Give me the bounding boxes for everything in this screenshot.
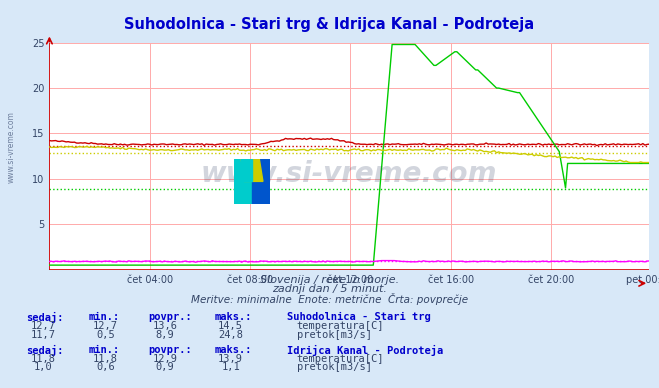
Polygon shape (238, 159, 252, 182)
Text: 0,9: 0,9 (156, 362, 174, 372)
Text: 14,5: 14,5 (218, 321, 243, 331)
Text: 12,7: 12,7 (30, 321, 55, 331)
Text: Suhodolnica - Stari trg & Idrijca Kanal - Podroteja: Suhodolnica - Stari trg & Idrijca Kanal … (125, 17, 534, 32)
Text: povpr.:: povpr.: (148, 312, 192, 322)
Text: 13,9: 13,9 (218, 354, 243, 364)
Text: povpr.:: povpr.: (148, 345, 192, 355)
Text: zadnji dan / 5 minut.: zadnji dan / 5 minut. (272, 284, 387, 294)
Text: temperatura[C]: temperatura[C] (297, 354, 384, 364)
Text: maks.:: maks.: (214, 345, 252, 355)
Text: min.:: min.: (89, 345, 120, 355)
Polygon shape (252, 159, 270, 204)
Text: pretok[m3/s]: pretok[m3/s] (297, 330, 372, 340)
Text: 0,5: 0,5 (96, 330, 115, 340)
Text: 24,8: 24,8 (218, 330, 243, 340)
Text: temperatura[C]: temperatura[C] (297, 321, 384, 331)
Text: 11,7: 11,7 (30, 330, 55, 340)
Text: 8,9: 8,9 (156, 330, 174, 340)
Text: Suhodolnica - Stari trg: Suhodolnica - Stari trg (287, 312, 430, 322)
Text: 13,6: 13,6 (152, 321, 177, 331)
Text: 11,8: 11,8 (93, 354, 118, 364)
Text: pretok[m3/s]: pretok[m3/s] (297, 362, 372, 372)
Text: 1,1: 1,1 (221, 362, 240, 372)
Text: 12,7: 12,7 (93, 321, 118, 331)
Text: Meritve: minimalne  Enote: metrične  Črta: povprečje: Meritve: minimalne Enote: metrične Črta:… (191, 293, 468, 305)
Text: 1,0: 1,0 (34, 362, 52, 372)
Text: sedaj:: sedaj: (26, 345, 64, 355)
Text: Slovenija / reke in morje.: Slovenija / reke in morje. (260, 275, 399, 286)
Text: min.:: min.: (89, 312, 120, 322)
Text: sedaj:: sedaj: (26, 312, 64, 323)
Text: 12,9: 12,9 (152, 354, 177, 364)
Text: www.si-vreme.com: www.si-vreme.com (7, 111, 16, 184)
Polygon shape (241, 159, 263, 182)
Text: www.si-vreme.com: www.si-vreme.com (201, 160, 498, 188)
Text: Idrijca Kanal - Podroteja: Idrijca Kanal - Podroteja (287, 345, 443, 355)
Text: maks.:: maks.: (214, 312, 252, 322)
Text: 0,6: 0,6 (96, 362, 115, 372)
Polygon shape (234, 159, 252, 204)
Text: 11,8: 11,8 (30, 354, 55, 364)
